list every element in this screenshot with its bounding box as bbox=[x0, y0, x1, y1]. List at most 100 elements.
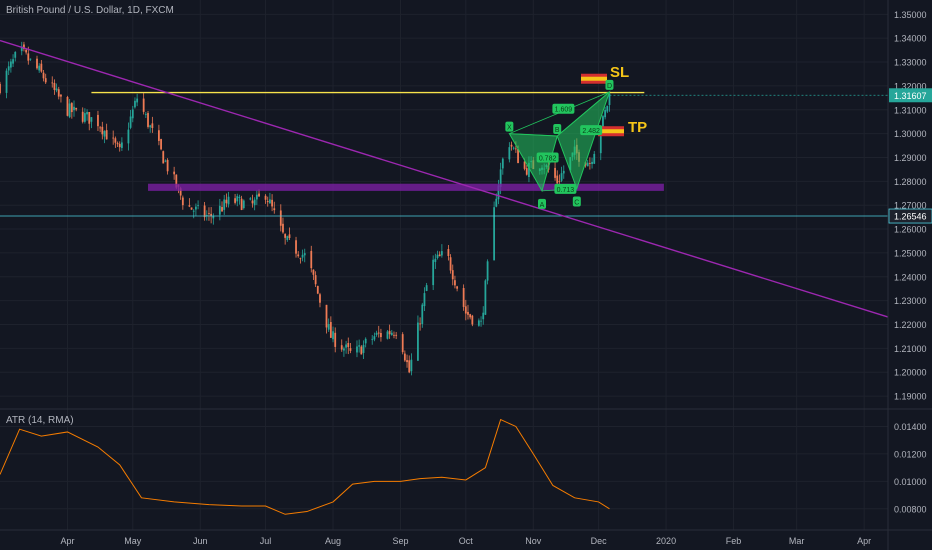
pattern-point-label: B bbox=[555, 127, 560, 134]
candle-body bbox=[517, 149, 519, 164]
time-tick-label: Aug bbox=[325, 536, 341, 546]
candle-body bbox=[599, 131, 602, 154]
candle-body bbox=[334, 332, 337, 347]
price-tick-label: 1.22000 bbox=[894, 320, 927, 330]
pattern-ratio-box bbox=[580, 125, 603, 136]
price-tick-label: 1.23000 bbox=[894, 296, 927, 306]
candle-body bbox=[27, 53, 30, 61]
candle-body bbox=[299, 258, 302, 260]
candle-body bbox=[53, 82, 56, 90]
time-tick-label: Sep bbox=[393, 536, 409, 546]
candle-body bbox=[406, 360, 408, 363]
candle-body bbox=[312, 269, 315, 275]
candle-body bbox=[38, 65, 41, 71]
candle-body bbox=[75, 107, 78, 110]
candle-body bbox=[454, 280, 456, 286]
candle-body bbox=[14, 52, 17, 58]
atr-line bbox=[0, 418, 610, 515]
candle-body bbox=[192, 210, 195, 212]
price-tick-label: 1.20000 bbox=[894, 368, 927, 378]
atr-tick-label: 0.01000 bbox=[894, 477, 927, 487]
candle-body bbox=[343, 348, 345, 351]
candle-body bbox=[160, 139, 162, 150]
candle-body bbox=[604, 110, 607, 118]
candle-body bbox=[175, 174, 178, 188]
candle-body bbox=[286, 236, 289, 240]
price-tick-label: 1.30000 bbox=[894, 129, 927, 139]
candle-body bbox=[181, 197, 184, 206]
candle-body bbox=[419, 323, 422, 325]
candle-body bbox=[349, 348, 352, 351]
candle-body bbox=[68, 103, 71, 118]
price-tick-label: 1.25000 bbox=[894, 248, 927, 258]
candle-body bbox=[251, 200, 254, 204]
candle-body bbox=[314, 275, 317, 285]
candle-body bbox=[25, 49, 28, 53]
candle-body bbox=[282, 223, 284, 233]
drawing-overlays bbox=[0, 39, 928, 330]
sl-flag-yellow bbox=[581, 76, 607, 81]
candle-body bbox=[375, 332, 378, 335]
candle-body bbox=[510, 144, 513, 147]
candle-body bbox=[303, 253, 306, 256]
price-tick-label: 1.19000 bbox=[894, 392, 927, 402]
candle-body bbox=[482, 312, 485, 320]
candle-body bbox=[88, 112, 91, 124]
price-badge-bg bbox=[889, 88, 932, 103]
time-tick-label: Apr bbox=[60, 536, 74, 546]
pattern-ratio-label: 1.609 bbox=[555, 107, 573, 114]
candle-body bbox=[120, 142, 123, 148]
candle-body bbox=[423, 293, 426, 307]
candle-body bbox=[395, 334, 398, 336]
candle-body bbox=[5, 70, 8, 93]
candle-body bbox=[23, 44, 25, 49]
pattern-point-box bbox=[553, 124, 562, 134]
candle-body bbox=[105, 130, 108, 140]
price-badge-bg bbox=[888, 208, 932, 224]
candle-body bbox=[495, 198, 498, 207]
candle-body bbox=[388, 330, 391, 335]
candle-body bbox=[486, 261, 489, 281]
candle-body bbox=[593, 153, 596, 164]
candle-body bbox=[432, 259, 435, 286]
candle-body bbox=[218, 205, 221, 215]
price-tick-label: 1.26000 bbox=[894, 225, 927, 235]
candle-body bbox=[434, 258, 437, 262]
candle-body bbox=[118, 143, 121, 148]
candle-body bbox=[462, 288, 465, 307]
candle-body bbox=[9, 61, 12, 68]
price-tick-label: 1.28000 bbox=[894, 177, 927, 187]
candle-body bbox=[131, 109, 134, 119]
candle-body bbox=[42, 72, 45, 79]
time-tick-label: Jul bbox=[260, 536, 272, 546]
candle-body bbox=[236, 196, 239, 202]
candle-body bbox=[332, 331, 334, 340]
candle-body bbox=[380, 333, 382, 338]
candle-series bbox=[0, 41, 611, 376]
candle-body bbox=[208, 213, 210, 215]
candle-body bbox=[410, 359, 413, 372]
time-tick-label: Dec bbox=[591, 536, 608, 546]
candle-body bbox=[556, 175, 559, 184]
pattern-ratio-label: 0.782 bbox=[539, 155, 557, 162]
candle-body bbox=[329, 322, 332, 338]
candle-body bbox=[560, 173, 563, 181]
candle-body bbox=[449, 257, 452, 271]
candle-body bbox=[136, 98, 139, 103]
pattern-point-box bbox=[605, 79, 614, 90]
candle-body bbox=[114, 138, 117, 143]
candle-body bbox=[101, 126, 104, 135]
support-zone bbox=[148, 183, 664, 191]
candle-body bbox=[51, 82, 54, 84]
candle-body bbox=[112, 137, 115, 139]
candle-body bbox=[499, 169, 502, 187]
pattern-ratio-label: 2.482 bbox=[582, 128, 600, 135]
tp-flag-yellow bbox=[598, 129, 624, 134]
candle-body bbox=[240, 198, 243, 210]
time-tick-label: May bbox=[124, 536, 142, 546]
candle-body bbox=[142, 98, 145, 112]
candle-body bbox=[497, 185, 500, 200]
candle-body bbox=[523, 161, 526, 169]
candle-body bbox=[149, 125, 152, 128]
candle-body bbox=[528, 162, 530, 177]
